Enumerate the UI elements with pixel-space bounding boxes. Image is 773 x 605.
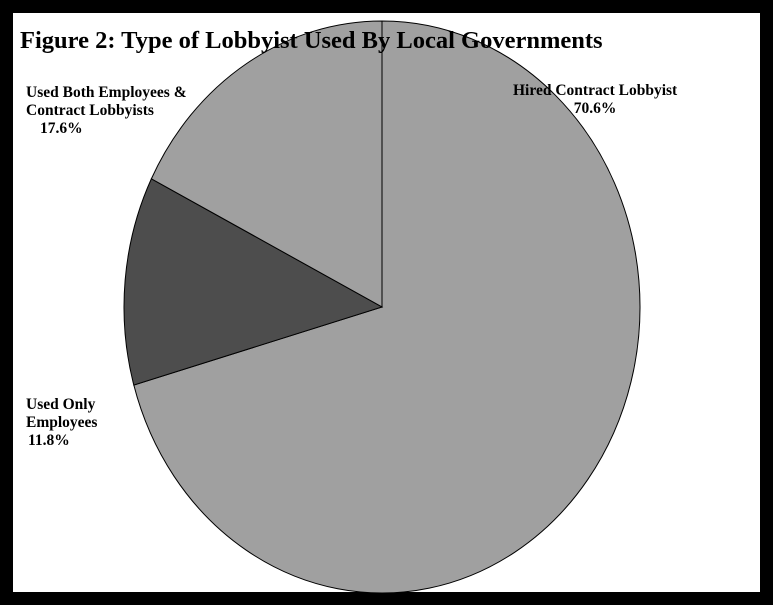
slice-label-hired-contract-lobbyist: Hired Contract Lobbyist 70.6% xyxy=(513,82,677,118)
slice-label-hired-name: Hired Contract Lobbyist xyxy=(513,82,678,99)
pie-slice-used-only-employees xyxy=(123,178,384,386)
slice-label-both-line-1: Used Both Employees & xyxy=(26,84,187,101)
chart-area: Figure 2: Type of Lobbyist Used By Local… xyxy=(11,11,762,594)
chart-title: Figure 2: Type of Lobbyist Used By Local… xyxy=(20,27,603,54)
pie-slice-used-both xyxy=(150,20,383,308)
slice-label-used-both: Used Both Employees & Contract Lobbyists… xyxy=(26,84,187,138)
slice-label-only-value: 11.8% xyxy=(28,432,70,449)
slice-label-both-value: 17.6% xyxy=(40,120,83,137)
slice-label-only-line-2: Employees xyxy=(26,414,98,431)
pie-chart xyxy=(123,20,641,594)
pie-slice-hired-contract-lobbyist xyxy=(133,20,641,594)
slice-label-used-only-employees: Used Only Employees 11.8% xyxy=(26,396,97,450)
slice-label-hired-value: 70.6% xyxy=(573,100,617,117)
slice-label-only-line-1: Used Only xyxy=(26,396,96,413)
slice-label-both-line-2: Contract Lobbyists xyxy=(26,102,154,119)
